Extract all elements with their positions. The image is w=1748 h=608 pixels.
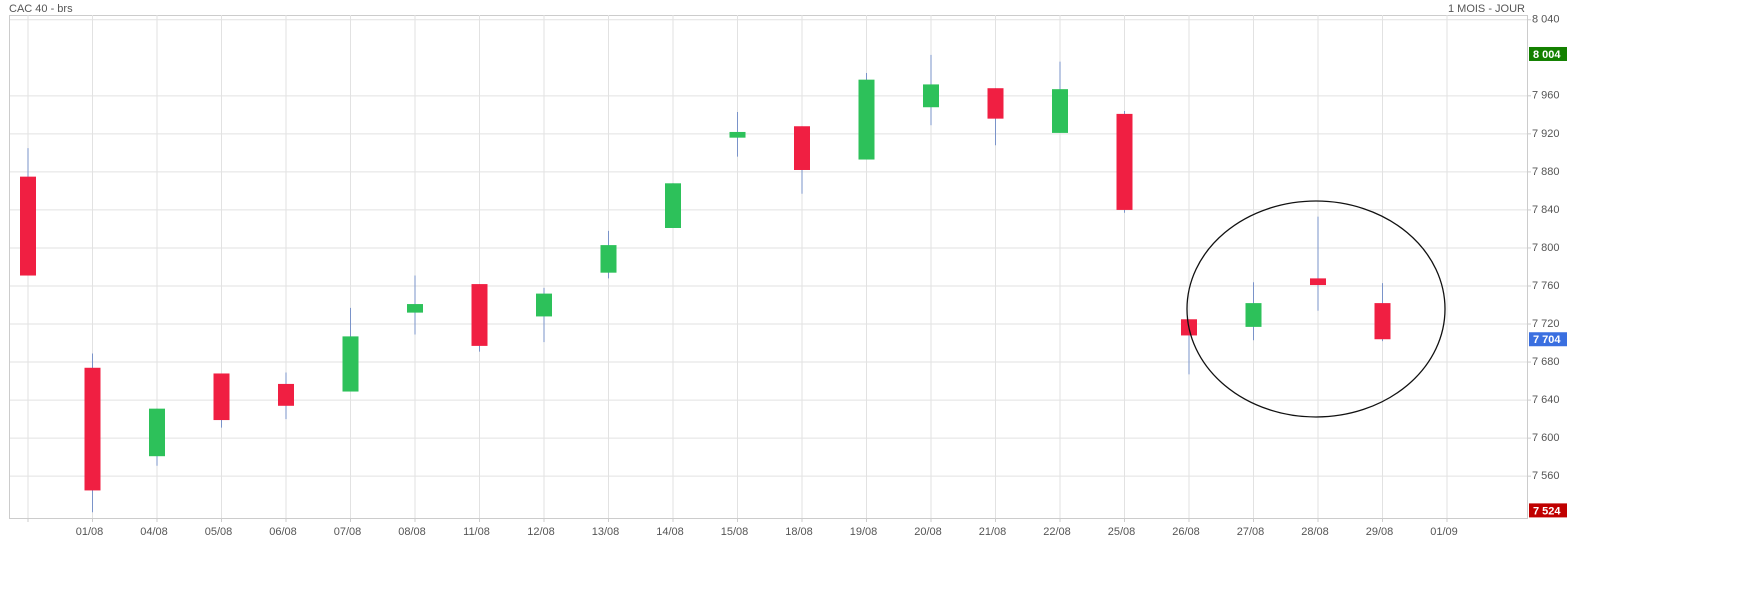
y-tick-label: 7 840 bbox=[1532, 204, 1560, 216]
x-tick-label: 25/08 bbox=[1108, 526, 1136, 538]
y-tick-label: 7 720 bbox=[1532, 318, 1560, 330]
y-tick-label: 7 920 bbox=[1532, 128, 1560, 140]
candle-body bbox=[1245, 303, 1262, 327]
y-tick-label: 7 960 bbox=[1532, 90, 1560, 102]
chart-subtitle: 1 MOIS - JOUR bbox=[1448, 3, 1525, 15]
annotation-circle bbox=[1186, 200, 1446, 418]
y-tick-label: 7 800 bbox=[1532, 242, 1560, 254]
candle-body bbox=[278, 383, 294, 406]
candle-body bbox=[1052, 89, 1068, 133]
x-tick-label: 22/08 bbox=[1043, 526, 1071, 538]
candle-body bbox=[20, 176, 36, 276]
y-tick-label: 7 880 bbox=[1532, 166, 1560, 178]
y-tick-label: 7 760 bbox=[1532, 280, 1560, 292]
x-tick-label: 01/09 bbox=[1430, 526, 1458, 538]
x-tick-label: 13/08 bbox=[592, 526, 620, 538]
y-tick-label: 8 040 bbox=[1532, 14, 1560, 26]
candle-body bbox=[1374, 303, 1391, 340]
y-tick-label: 7 600 bbox=[1532, 432, 1560, 444]
price-marker bbox=[1529, 332, 1567, 347]
candle-body bbox=[923, 84, 939, 108]
price-marker-label: 7 704 bbox=[1533, 334, 1561, 346]
candle-body bbox=[149, 408, 165, 457]
candle-body bbox=[858, 79, 875, 160]
x-tick-label: 11/08 bbox=[463, 526, 490, 538]
price-marker-label: 7 524 bbox=[1533, 505, 1561, 517]
x-tick-label: 27/08 bbox=[1237, 526, 1265, 538]
x-tick-label: 01/08 bbox=[76, 526, 104, 538]
x-tick-label: 07/08 bbox=[334, 526, 362, 538]
x-tick-label: 08/08 bbox=[398, 526, 426, 538]
chart-title: CAC 40 - brs bbox=[9, 3, 73, 15]
x-tick-label: 05/08 bbox=[205, 526, 233, 538]
candle-body bbox=[1310, 278, 1326, 286]
candle-body bbox=[84, 367, 101, 491]
price-marker bbox=[1529, 503, 1567, 518]
x-tick-label: 04/08 bbox=[140, 526, 168, 538]
x-tick-label: 20/08 bbox=[914, 526, 942, 538]
candle-body bbox=[794, 126, 810, 170]
x-tick-label: 28/08 bbox=[1301, 526, 1329, 538]
y-tick-label: 7 560 bbox=[1532, 470, 1560, 482]
candle-body bbox=[471, 284, 488, 346]
candle-body bbox=[342, 336, 359, 392]
x-tick-label: 14/08 bbox=[656, 526, 684, 538]
x-tick-label: 26/08 bbox=[1172, 526, 1200, 538]
plot-frame bbox=[9, 15, 1528, 519]
x-tick-label: 15/08 bbox=[721, 526, 749, 538]
price-marker-label: 8 004 bbox=[1533, 49, 1561, 61]
candle-body bbox=[665, 183, 681, 228]
candle-body bbox=[407, 304, 423, 313]
candle-body bbox=[1116, 113, 1133, 210]
x-tick-label: 06/08 bbox=[269, 526, 297, 538]
x-tick-label: 19/08 bbox=[850, 526, 878, 538]
x-tick-label: 18/08 bbox=[785, 526, 813, 538]
y-tick-label: 7 680 bbox=[1532, 356, 1560, 368]
x-tick-label: 12/08 bbox=[527, 526, 555, 538]
candle-body bbox=[600, 245, 617, 273]
x-tick-label: 21/08 bbox=[979, 526, 1007, 538]
candle-body bbox=[213, 373, 230, 421]
candle-body bbox=[987, 88, 1004, 119]
candle-body bbox=[729, 131, 746, 138]
x-tick-label: 29/08 bbox=[1366, 526, 1394, 538]
candle-body bbox=[536, 293, 552, 317]
price-marker bbox=[1529, 46, 1567, 61]
y-tick-label: 7 640 bbox=[1532, 394, 1560, 406]
